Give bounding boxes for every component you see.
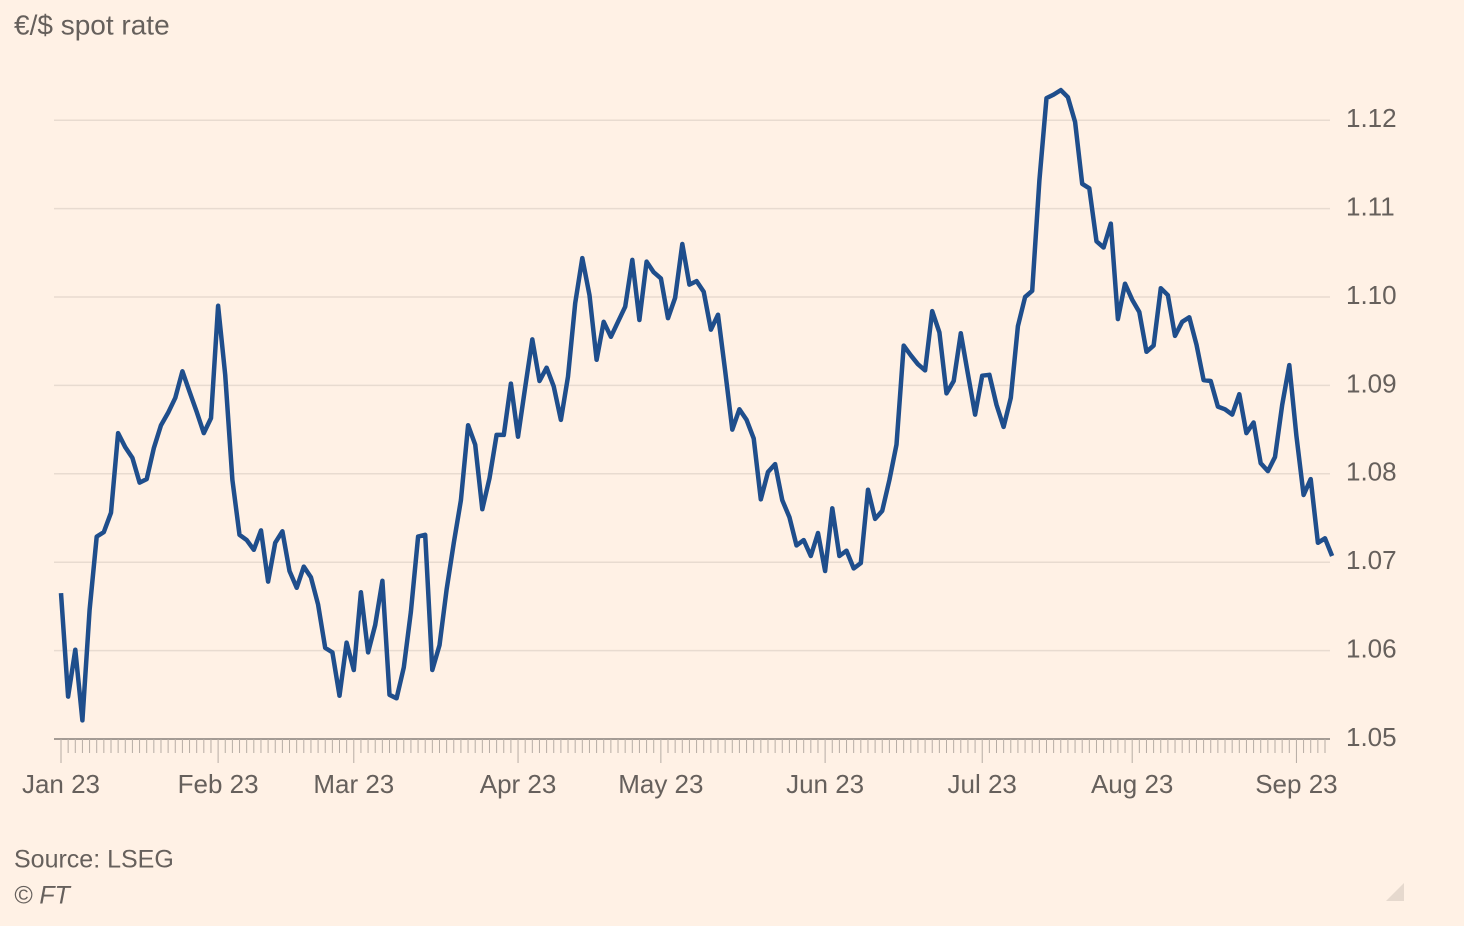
y-tick-label: 1.08 — [1346, 457, 1397, 487]
x-tick-label: Feb 23 — [178, 769, 259, 799]
chart-title: €/$ spot rate — [14, 9, 170, 40]
corner-icon — [1386, 883, 1404, 901]
x-tick-label: Jan 23 — [22, 769, 100, 799]
series-line — [58, 87, 1335, 723]
x-tick-label: Sep 23 — [1255, 769, 1337, 799]
y-tick-label: 1.09 — [1346, 368, 1397, 398]
x-tick-label: Jun 23 — [786, 769, 864, 799]
credit: © FT — [14, 882, 72, 910]
x-tick-label: May 23 — [618, 769, 703, 799]
y-tick-label: 1.05 — [1346, 722, 1397, 752]
y-tick-label: 1.11 — [1346, 191, 1395, 221]
source-note: Source: LSEG — [14, 846, 174, 874]
x-tick-label: Apr 23 — [480, 769, 557, 799]
x-tick-label: Aug 23 — [1091, 769, 1173, 799]
y-tick-label: 1.06 — [1346, 633, 1397, 663]
y-tick-label: 1.12 — [1346, 103, 1397, 133]
x-tick-label: Jul 23 — [948, 769, 1017, 799]
x-tick-label: Mar 23 — [313, 769, 394, 799]
y-tick-label: 1.10 — [1346, 280, 1397, 310]
y-tick-label: 1.07 — [1346, 545, 1397, 575]
